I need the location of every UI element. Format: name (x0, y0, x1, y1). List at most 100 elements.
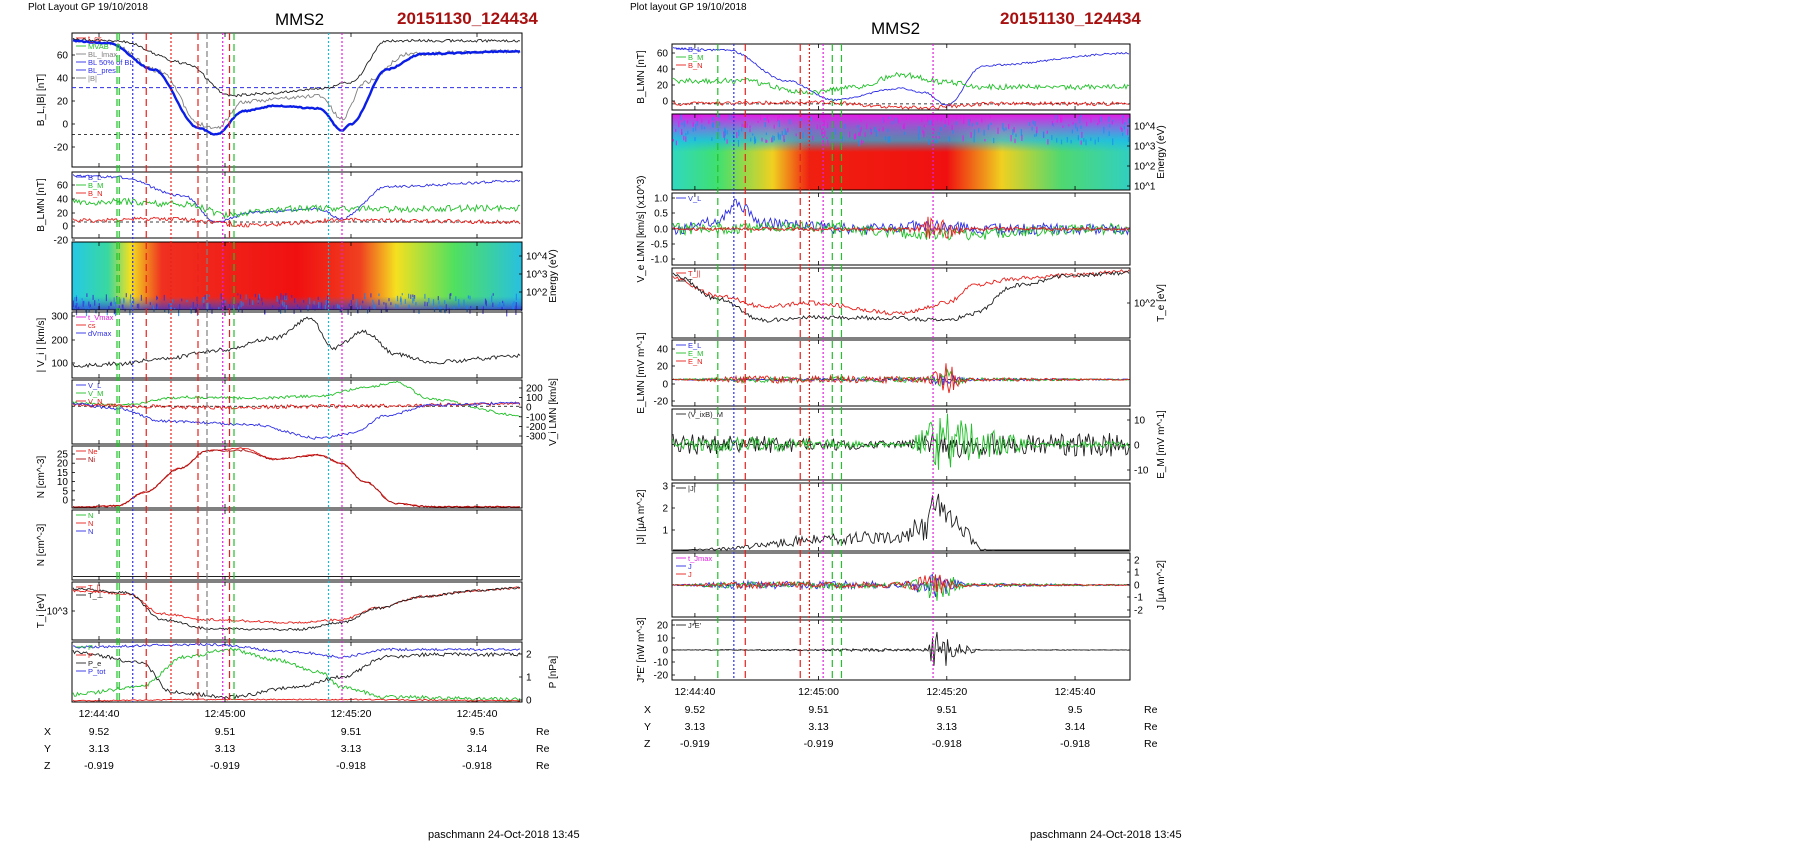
left_panel-spectrogram-speckle (321, 302, 323, 309)
left_panel-spectrogram-speckle (463, 299, 465, 306)
right_panel-spectrogram-speckle (1061, 115, 1063, 122)
right_panel-spectrogram-speckle (933, 129, 935, 132)
left_panel-legend-label: Ni (88, 455, 95, 464)
right_panel-spectrogram-speckle (1127, 128, 1129, 136)
left_panel-panel-frame-3 (71, 241, 523, 311)
left_panel-trace-9-red (72, 698, 520, 702)
right_panel-ytick: 2 (1134, 556, 1140, 567)
left_panel-spectrogram-speckle (515, 305, 517, 310)
left_panel-spectrogram-speckle (83, 301, 85, 305)
right_panel-spectrogram-speckle (976, 122, 978, 125)
right_panel-coord-value: 9.51 (808, 704, 829, 716)
left_panel-ytick: 15 (57, 468, 69, 479)
left_panel-spectrogram-speckle (293, 308, 295, 314)
left_panel-panel-frame-6 (71, 445, 523, 509)
right_panel-spectrogram-speckle (827, 139, 829, 147)
right-footer: paschmann 24-Oct-2018 13:45 (1030, 829, 1182, 841)
right_panel-coord-label: Y (644, 721, 651, 733)
left_panel-coord-value: -0.918 (336, 760, 366, 772)
right_panel-spectrogram-speckle (685, 136, 687, 142)
left_panel-spectrogram-speckle (313, 300, 315, 305)
right_panel-trace-9-black (672, 631, 1129, 666)
left_panel-spectrogram-speckle (252, 300, 254, 305)
right_panel-spectrogram-speckle (700, 115, 702, 119)
right_panel-spectrogram-speckle (940, 126, 942, 132)
left_panel-spectrogram-speckle (240, 300, 242, 308)
left_panel-spectrogram-speckle (444, 300, 446, 304)
left_panel-panel-frame-1 (71, 32, 523, 168)
left_panel-ytick: 60 (57, 51, 69, 62)
right_panel-ytick: 0.5 (654, 209, 668, 220)
right_panel-ytick: 40 (657, 65, 669, 76)
right_panel-spectrogram-speckle (675, 128, 677, 132)
right_panel-spectrogram-speckle (1046, 130, 1048, 134)
right_panel-spectrogram-speckle (858, 139, 860, 147)
left_panel-trace-1-black (72, 37, 521, 98)
right_panel-panel-3: 1.0 0.5 0.0 -0.5 -1.0 V_e LMN [km/s] (x10^3) V… (636, 176, 1131, 282)
right_panel-ytick: 0.0 (654, 225, 668, 236)
right_panel-spectrogram-speckle (897, 117, 900, 123)
right_panel-spectrogram-speckle (889, 116, 891, 119)
right_panel-spectrogram-speckle (857, 124, 859, 129)
left_panel-coord-value: -0.919 (210, 760, 240, 772)
right_panel-spectrogram-speckle (860, 139, 863, 145)
left_panel-legend-label: V_N (88, 397, 103, 406)
left_panel-spectrogram-speckle (129, 299, 131, 303)
left_panel-trace-5-red (72, 401, 521, 411)
left_panel-ytick: 10^3 (47, 607, 69, 618)
right_panel-spectrogram-speckle (1034, 121, 1036, 127)
left_panel-spectrogram-speckle (85, 309, 88, 317)
right_panel-spectrogram-speckle (1099, 116, 1102, 122)
right_panel-spectrogram-speckle (764, 122, 766, 128)
left_panel-spectrogram-speckle (400, 298, 402, 305)
right_panel-spectrogram-speckle (701, 124, 703, 130)
left_panel-panel-1: 60 40 20 0 -20 B_L,|B| [nT] t_csMVABBL_lmaxBL … (36, 32, 523, 168)
right_panel-ytick: 1 (662, 526, 668, 537)
left_panel-legend-label: N (88, 511, 93, 520)
right_panel-spectrogram-speckle (969, 119, 971, 122)
left_panel-spectrogram-speckle (412, 294, 414, 298)
right_panel-ytick: -0.5 (651, 240, 669, 251)
left_panel-spectrogram-speckle (453, 306, 455, 311)
right_panel-panel-1: 60 40 20 0 B_LMN [nT] B_LB_MB_N (636, 43, 1131, 111)
right_panel-trace-1-red (672, 99, 1130, 110)
right_panel-spectrogram-speckle (1034, 134, 1036, 137)
left_panel-panel-frame-9 (71, 641, 523, 703)
right_panel-spectrogram-speckle (708, 119, 710, 124)
left_panel-spectrogram-speckle (122, 304, 124, 311)
right_panel-spectrogram-speckle (1056, 138, 1058, 143)
right_panel-spectrogram-speckle (952, 130, 954, 134)
right_panel-ytick: -2 (1134, 606, 1143, 617)
right_panel-spectrogram-speckle (870, 128, 872, 133)
left_panel-legend-label: BL 50% of BL (88, 58, 134, 67)
right_panel-spectrogram-speckle (736, 132, 738, 139)
left_panel-spectrogram-speckle (115, 309, 117, 317)
right_panel-ytick: 20 (657, 81, 669, 92)
right_panel-coord-value: 3.13 (937, 721, 958, 733)
left_panel-coord-unit: Re (536, 760, 550, 772)
right_panel-spectrogram-speckle (1068, 124, 1070, 127)
left_panel-spectrogram-speckle (192, 302, 194, 308)
left_panel-spectrogram-speckle (164, 309, 166, 312)
right_panel-spectrogram-speckle (1014, 138, 1016, 144)
right_panel-legend-label: B_M (688, 53, 703, 62)
left_panel-ylabel: B_L,|B| [nT] (36, 74, 47, 127)
right_panel-spectrogram-speckle (1020, 129, 1022, 136)
right_panel-trace-1-blue (672, 47, 1130, 107)
right_panel-spectrogram-speckle (859, 129, 861, 132)
right_panel-spectrogram-speckle (757, 120, 759, 123)
right_panel-ytick: 10^2 (1134, 162, 1156, 173)
left_panel-spectrogram-speckle (281, 300, 283, 306)
left_panel-spectrogram-speckle (364, 293, 366, 299)
right_panel-spectrogram-speckle (1122, 117, 1124, 124)
left_panel-spectrogram-speckle (285, 305, 287, 311)
left_panel-spectrogram-speckle (320, 306, 322, 311)
right_panel-ytick: 10^4 (1134, 122, 1156, 133)
right_panel-xtick-label: 12:44:40 (674, 686, 715, 698)
right_panel-spectrogram-speckle (816, 124, 818, 130)
left_panel-legend-label: Ne (88, 447, 98, 456)
